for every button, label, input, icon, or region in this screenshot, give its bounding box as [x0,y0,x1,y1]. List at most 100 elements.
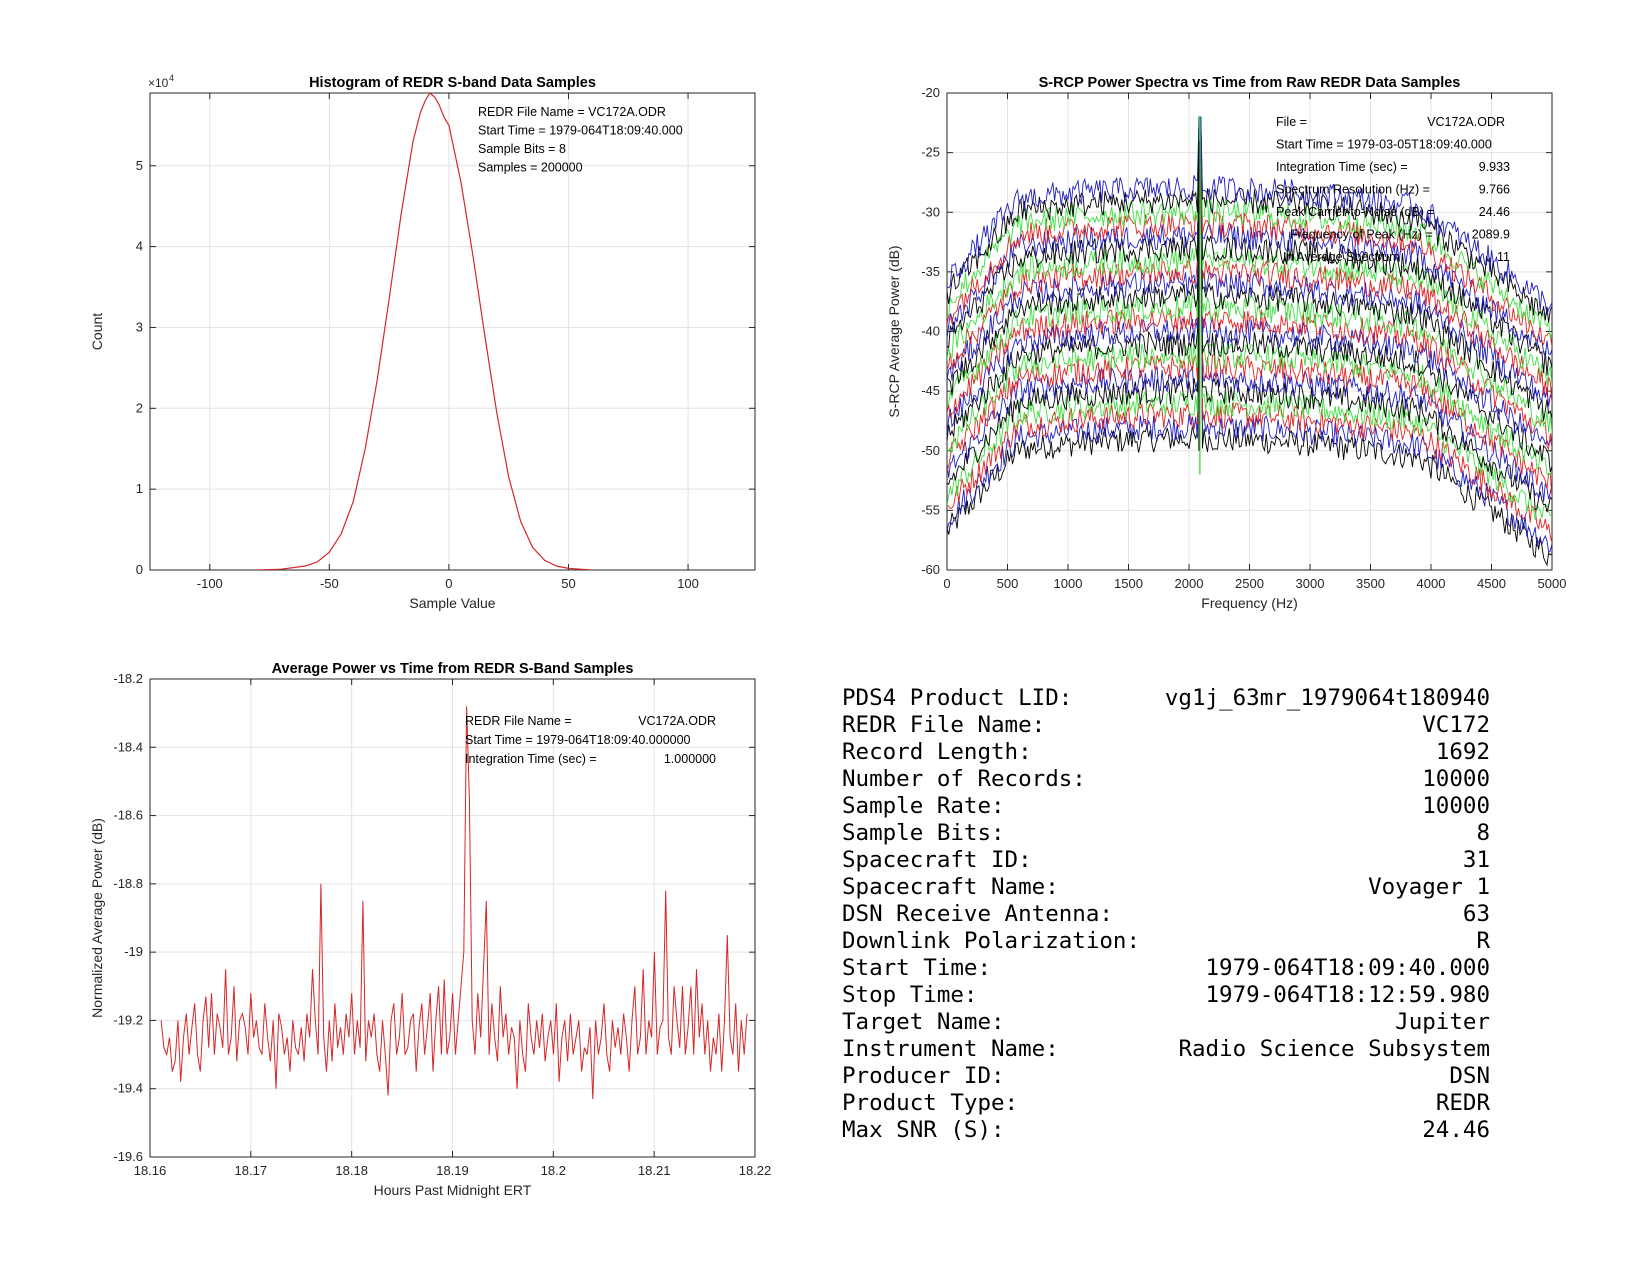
avgpower-ytick-label: -18.4 [113,739,143,754]
spectra-series-line [947,116,1552,376]
spectra-annotation-value: VC172A.ODR [1427,115,1505,129]
spectra-ytick-label: -25 [921,145,940,160]
info-value: REDR [1435,1090,1490,1116]
info-label: Sample Rate: [842,793,1005,819]
info-value: VC172 [1422,712,1490,738]
spectra-ytick-label: -55 [921,502,940,517]
info-row: REDR File Name: VC172 [842,712,1490,739]
info-value: R [1476,928,1490,954]
histogram-series-line [257,93,593,570]
spectra-annotation-value: 2089.9 [1472,228,1510,242]
histogram-annotation: Samples = 200000 [478,161,583,175]
histogram-ytick-label: 0 [136,562,143,577]
info-label: Downlink Polarization: [842,928,1141,954]
spectra-xtick-label: 4000 [1417,576,1446,591]
info-row: Sample Bits: 8 [842,820,1490,847]
spectra-xtick-label: 1500 [1114,576,1143,591]
spectra-annotation-label: Peak Carrier-to-Noise (dB) = [1276,205,1435,219]
histogram-frame [149,92,756,571]
histogram-xtick-label: -50 [320,576,339,591]
info-row: DSN Receive Antenna: 63 [842,901,1490,928]
info-row: Product Type: REDR [842,1090,1490,1117]
info-value: Voyager 1 [1368,874,1490,900]
info-value: 31 [1462,847,1490,873]
spectra-ytick-label: -40 [921,324,940,339]
info-value: 63 [1462,901,1490,927]
spectra-annotation-value: 9.933 [1479,160,1510,174]
info-value: DSN [1449,1063,1490,1089]
info-row: Number of Records: 10000 [842,766,1490,793]
histogram-ytick-label: 5 [136,158,143,173]
info-value: 10000 [1422,793,1490,819]
info-value: 24.46 [1422,1117,1490,1143]
info-label: Sample Bits: [842,820,1005,846]
histogram-exponent-value: 4 [169,73,174,83]
product-info-table: PDS4 Product LID: vg1j_63mr_1979064t18094… [842,685,1490,1144]
info-row: Spacecraft ID: 31 [842,847,1490,874]
spectra-annotation-value: 9.766 [1479,183,1510,197]
spectra-xtick-label: 2000 [1175,576,1204,591]
spectra-series-line [947,116,1552,421]
info-label: Instrument Name: [842,1036,1059,1062]
spectra-ytick-label: -60 [921,562,940,577]
avgpower-ytick-label: -19 [124,944,143,959]
histogram-ytick-label: 3 [136,319,143,334]
avgpower-ytick-label: -19.2 [113,1012,143,1027]
info-label: Start Time: [842,955,992,981]
avgpower-annotation-value: 1.000000 [664,752,716,766]
spectra-xlabel: Frequency (Hz) [1201,595,1297,611]
histogram-ytick-label: 1 [136,481,143,496]
avgpower-xtick-label: 18.18 [335,1163,368,1178]
histogram-xlabel: Sample Value [409,595,495,611]
spectra-xtick-label: 2500 [1235,576,1264,591]
spectra-series-line [947,116,1552,476]
spectra-series-line [947,116,1552,447]
spectra-series-line [947,116,1552,513]
avgpower-xlabel: Hours Past Midnight ERT [374,1182,532,1198]
avgpower-ytick-label: -18.6 [113,808,143,823]
spectra-series-line [947,116,1552,502]
info-value: Radio Science Subsystem [1178,1036,1490,1062]
spectra-annotation-label: Integration Time (sec) = [1276,160,1408,174]
info-value: Jupiter [1395,1009,1490,1035]
avgpower-xtick-label: 18.2 [541,1163,566,1178]
spectra-xtick-label: 3000 [1296,576,1325,591]
spectra-xtick-label: 5000 [1538,576,1567,591]
histogram-annotation: REDR File Name = VC172A.ODR [478,105,666,119]
spectra-annotation-value: 11 [1497,250,1510,264]
info-label: Target Name: [842,1009,1005,1035]
avgpower-annotation-label: Integration Time (sec) = [465,752,597,766]
info-row: Downlink Polarization: R [842,928,1490,955]
spectra-series-line [947,116,1552,433]
info-value: 10000 [1422,766,1490,792]
avgpower-annotation-label: REDR File Name = [465,714,572,728]
spectra-ytick-label: -50 [921,443,940,458]
info-row: Stop Time: 1979-064T18:12:59.980 [842,982,1490,1009]
spectra-ytick-label: -35 [921,264,940,279]
spectra-ytick-label: -20 [921,85,940,100]
spectra-series-line [947,116,1552,405]
spectra-xtick-label: 1000 [1054,576,1083,591]
spectra-annotation-label: Spectrum Resolution (Hz) = [1276,183,1430,197]
avgpower-ytick-label: -19.6 [113,1149,143,1164]
spectra-annotation-label: In Average Spectrum [1283,250,1400,264]
histogram-annotation: Sample Bits = 8 [478,142,566,156]
histogram-xtick-label: 100 [677,576,699,591]
info-label: Record Length: [842,739,1032,765]
spectra-series-line [947,116,1552,315]
info-row: Instrument Name: Radio Science Subsystem [842,1036,1490,1063]
info-label: Number of Records: [842,766,1086,792]
avgpower-ylabel: Normalized Average Power (dB) [89,818,105,1018]
info-label: Spacecraft Name: [842,874,1059,900]
avgpower-ytick-label: -18.8 [113,876,143,891]
avgpower-xtick-label: 18.22 [739,1163,772,1178]
histogram-chart: -100 -50 0 50 100 0 1 2 3 4 5 Histogram of REDR S-b… [89,73,756,611]
histogram-title: Histogram of REDR S-band Data Samples [309,75,596,91]
avgpower-chart: 18.16 18.17 18.18 18.19 18.2 18.21 18.22 -19.6 -… [89,661,771,1198]
spectra-ytick-label: -45 [921,383,940,398]
info-label: Producer ID: [842,1063,1005,1089]
info-label: Product Type: [842,1090,1019,1116]
info-row: Record Length: 1692 [842,739,1490,766]
avgpower-title: Average Power vs Time from REDR S-Band S… [272,661,634,677]
